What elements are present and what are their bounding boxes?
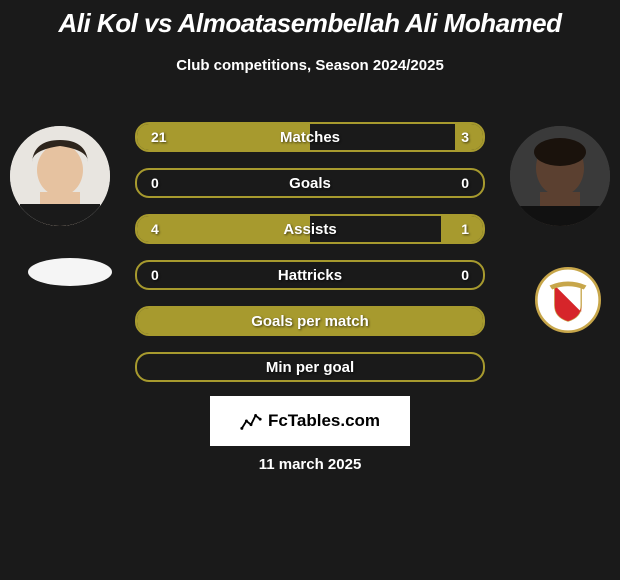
chart-icon (240, 410, 262, 432)
player-left-club-badge (28, 258, 112, 286)
watermark-badge: FcTables.com (210, 396, 410, 446)
stat-fill-right (455, 124, 483, 150)
stat-value-right: 0 (461, 267, 469, 283)
subtitle: Club competitions, Season 2024/2025 (0, 57, 620, 74)
stat-value-right: 0 (461, 175, 469, 191)
stat-label: Goals per match (251, 313, 369, 330)
stat-row-assists: 4 Assists 1 (135, 214, 485, 244)
stat-value-left: 0 (151, 175, 159, 191)
player-right-avatar (510, 126, 610, 226)
monaco-crest-icon (535, 267, 601, 333)
stats-container: 21 Matches 3 0 Goals 0 4 Assists 1 0 Hat… (135, 122, 485, 398)
stat-label: Matches (280, 129, 340, 146)
stat-row-goals-per-match: Goals per match (135, 306, 485, 336)
stat-label: Hattricks (278, 267, 342, 284)
stat-row-min-per-goal: Min per goal (135, 352, 485, 382)
stat-value-left: 0 (151, 267, 159, 283)
stat-value-right: 1 (461, 221, 469, 237)
stat-row-goals: 0 Goals 0 (135, 168, 485, 198)
page-title: Ali Kol vs Almoatasembellah Ali Mohamed (0, 0, 620, 39)
stat-label: Goals (289, 175, 331, 192)
stat-row-matches: 21 Matches 3 (135, 122, 485, 152)
stat-value-right: 3 (461, 129, 469, 145)
player-left-avatar (10, 126, 110, 226)
stat-row-hattricks: 0 Hattricks 0 (135, 260, 485, 290)
stat-value-left: 4 (151, 221, 159, 237)
player-right-club-badge (526, 258, 610, 342)
stat-value-left: 21 (151, 129, 167, 145)
stat-label: Min per goal (266, 359, 354, 376)
avatar-left-illustration (10, 126, 110, 226)
stat-label: Assists (283, 221, 336, 238)
avatar-right-illustration (510, 126, 610, 226)
watermark-text: FcTables.com (268, 411, 380, 431)
date-label: 11 march 2025 (0, 456, 620, 473)
